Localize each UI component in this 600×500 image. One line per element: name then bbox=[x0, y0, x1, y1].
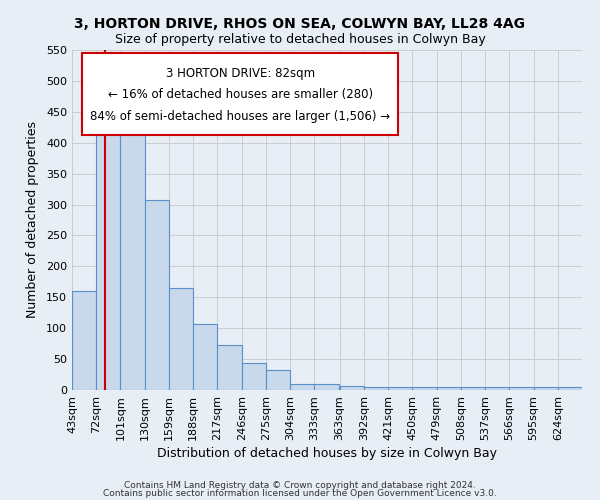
Bar bbox=[461, 387, 485, 390]
Bar bbox=[169, 288, 193, 390]
Bar bbox=[96, 112, 121, 390]
Bar bbox=[193, 324, 217, 390]
Text: 3, HORTON DRIVE, RHOS ON SEA, COLWYN BAY, LL28 4AG: 3, HORTON DRIVE, RHOS ON SEA, COLWYN BAY… bbox=[74, 18, 526, 32]
Y-axis label: Number of detached properties: Number of detached properties bbox=[26, 122, 39, 318]
Bar bbox=[485, 387, 509, 390]
Text: Contains public sector information licensed under the Open Government Licence v3: Contains public sector information licen… bbox=[103, 489, 497, 498]
Text: 3 HORTON DRIVE: 82sqm: 3 HORTON DRIVE: 82sqm bbox=[166, 67, 315, 80]
Bar bbox=[290, 384, 314, 390]
Bar bbox=[217, 345, 242, 390]
Bar bbox=[121, 121, 145, 390]
Bar bbox=[412, 387, 437, 390]
Text: Contains HM Land Registry data © Crown copyright and database right 2024.: Contains HM Land Registry data © Crown c… bbox=[124, 480, 476, 490]
Text: ← 16% of detached houses are smaller (280): ← 16% of detached houses are smaller (28… bbox=[108, 88, 373, 101]
Bar bbox=[266, 370, 290, 390]
Text: 84% of semi-detached houses are larger (1,506) →: 84% of semi-detached houses are larger (… bbox=[90, 110, 391, 123]
Bar bbox=[314, 384, 339, 390]
Bar bbox=[340, 386, 364, 390]
X-axis label: Distribution of detached houses by size in Colwyn Bay: Distribution of detached houses by size … bbox=[157, 447, 497, 460]
Text: Size of property relative to detached houses in Colwyn Bay: Size of property relative to detached ho… bbox=[115, 32, 485, 46]
Bar bbox=[558, 387, 582, 390]
FancyBboxPatch shape bbox=[82, 54, 398, 135]
Bar bbox=[242, 364, 266, 390]
Bar bbox=[509, 387, 533, 390]
Bar bbox=[364, 387, 388, 390]
Bar bbox=[145, 200, 169, 390]
Bar bbox=[437, 387, 461, 390]
Bar bbox=[533, 387, 558, 390]
Bar bbox=[72, 291, 96, 390]
Bar bbox=[388, 387, 412, 390]
